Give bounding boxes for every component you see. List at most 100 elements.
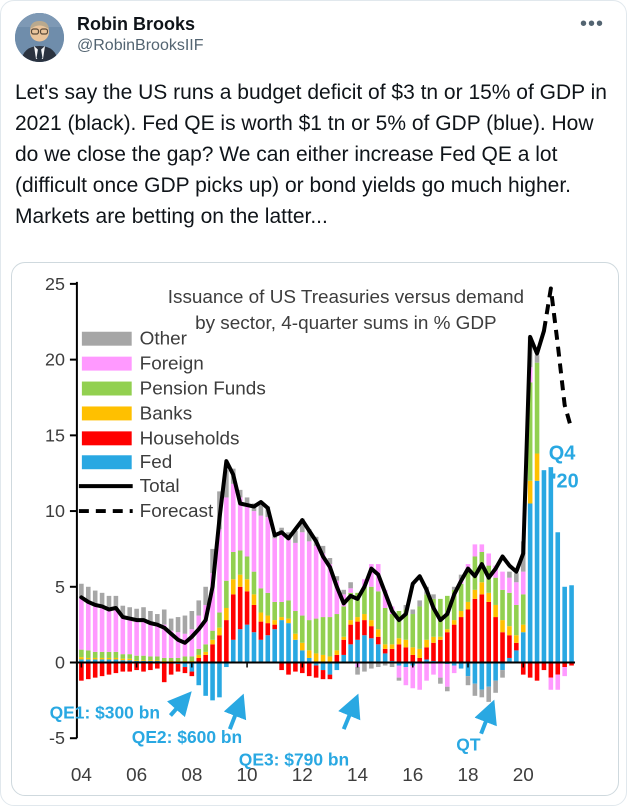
bar-segment-fed (85, 659, 91, 663)
bar-segment-pension-funds (175, 657, 181, 661)
bar-segment-pension-funds (251, 571, 257, 595)
treasury-chart: 25 20 15 10 5 0 -5 04 06 08 10 12 14 16 18 20 Issuance o… (45, 274, 579, 786)
bar-segment-foreign (548, 677, 554, 690)
bar-segment-other (120, 605, 126, 617)
bar-segment-banks (134, 660, 139, 661)
bar-segment-pension-funds (403, 609, 409, 640)
bar-segment-fed (403, 662, 409, 668)
avatar-image (15, 13, 64, 62)
chart-title-line: Issuance of US Treasuries versus demand (168, 287, 524, 308)
bar-segment-fed (341, 654, 347, 663)
bar-segment-foreign (486, 553, 492, 566)
bar-segment-households (458, 617, 464, 663)
bar-segment-banks (320, 654, 326, 663)
bar-segment-households (161, 662, 167, 683)
bar-segment-fed (79, 659, 84, 663)
bar-segment-other (300, 518, 305, 533)
y-tick-label: 15 (45, 425, 65, 445)
bar-segment-households (224, 620, 229, 663)
bar-segment-pension-funds (375, 591, 381, 630)
bar-segment-other (500, 670, 505, 678)
avatar[interactable] (15, 13, 64, 62)
bar-segment-pension-funds (189, 656, 195, 661)
bar-segment-pension-funds (327, 617, 333, 657)
bar-segment-households (168, 662, 174, 675)
bar-segment-fed (375, 644, 381, 663)
bar-segment-fed (500, 662, 505, 671)
bar-segment-banks (355, 617, 360, 622)
bar-segment-banks (514, 635, 519, 643)
legend-label: Forecast (140, 501, 214, 522)
bar-segment-pension-funds (493, 577, 498, 605)
bar-segment-banks (451, 620, 457, 625)
bar-segment-pension-funds (286, 600, 291, 619)
bar-segment-pension-funds (514, 604, 519, 636)
bar-segment-banks (382, 644, 388, 649)
bar-segment-banks (375, 629, 381, 637)
bar-segment-households (92, 662, 98, 678)
bar-segment-pension-funds (355, 592, 360, 618)
legend-label: Banks (140, 403, 193, 424)
total-line (79, 328, 546, 645)
bar-segment-foreign (306, 541, 312, 621)
bar-segment-other (182, 615, 188, 634)
bar-segment-households (445, 632, 450, 663)
bar-segment-households (279, 662, 284, 671)
bar-segment-other (127, 607, 132, 618)
bar-segment-households (362, 620, 367, 636)
bar-segment-foreign (113, 607, 119, 652)
bar-segment-fed (382, 653, 388, 663)
bar-segment-other (175, 617, 181, 633)
bar-segment-other (320, 545, 326, 554)
x-tick-label: 12 (292, 765, 313, 786)
bar-segment-fed (396, 662, 402, 666)
bar-segment-other (85, 586, 91, 602)
bar-segment-other (141, 607, 146, 621)
bar-segment-households (258, 621, 264, 640)
bar-segment-households (555, 662, 561, 675)
bar-segment-other (355, 667, 360, 675)
tweet-header: Robin Brooks @RobinBrooksIIF ••• (15, 11, 612, 63)
bar-segment-foreign (327, 564, 333, 618)
bar-segment-other (507, 571, 512, 578)
bar-segment-fed (362, 635, 367, 663)
bar-segment-households (155, 662, 160, 669)
bar-segment-foreign (148, 623, 153, 657)
bar-segment-other (168, 618, 174, 631)
bar-segment-pension-funds (106, 651, 112, 658)
bar-segment-fed (293, 639, 298, 663)
bar-segment-fed (224, 662, 229, 668)
bar-segment-banks (417, 648, 422, 658)
legend-swatch-fed (81, 455, 132, 470)
display-name: Robin Brooks (77, 14, 196, 34)
bar-segment-banks (279, 617, 284, 621)
more-options-icon[interactable]: ••• (576, 11, 608, 38)
annotation-arrow (474, 699, 497, 735)
bar-segment-fed (541, 470, 547, 663)
bar-segment-foreign (196, 615, 202, 649)
bar-segment-pension-funds (155, 656, 160, 661)
bar-segment-pension-funds (148, 656, 153, 661)
bar-segment-fed (99, 659, 105, 663)
bar-segment-banks (327, 656, 333, 663)
bar-segment-foreign (168, 630, 174, 658)
bar-segment-other (438, 677, 443, 684)
y-tick-label: 25 (45, 274, 65, 294)
bar-segment-households (410, 654, 416, 663)
bar-segment-banks (155, 660, 160, 661)
bar-segment-pension-funds (389, 614, 395, 645)
chart-attachment[interactable]: 25 20 15 10 5 0 -5 04 06 08 10 12 14 16 18 20 Issuance o… (11, 262, 619, 796)
bar-segment-other (334, 576, 340, 581)
bar-segment-households (403, 647, 409, 663)
bar-segment-other (348, 582, 353, 589)
tweet-text: Let's say the US runs a budget deficit o… (15, 81, 607, 228)
x-tick-label: 08 (181, 765, 202, 786)
bar-segment-banks (85, 657, 91, 660)
bar-segment-pension-funds (161, 657, 167, 661)
bar-segment-foreign (161, 624, 167, 658)
bar-segment-banks (479, 582, 485, 595)
bar-segment-fed (534, 480, 540, 663)
bar-segment-other (306, 529, 312, 542)
bar-segment-fed (279, 620, 284, 663)
